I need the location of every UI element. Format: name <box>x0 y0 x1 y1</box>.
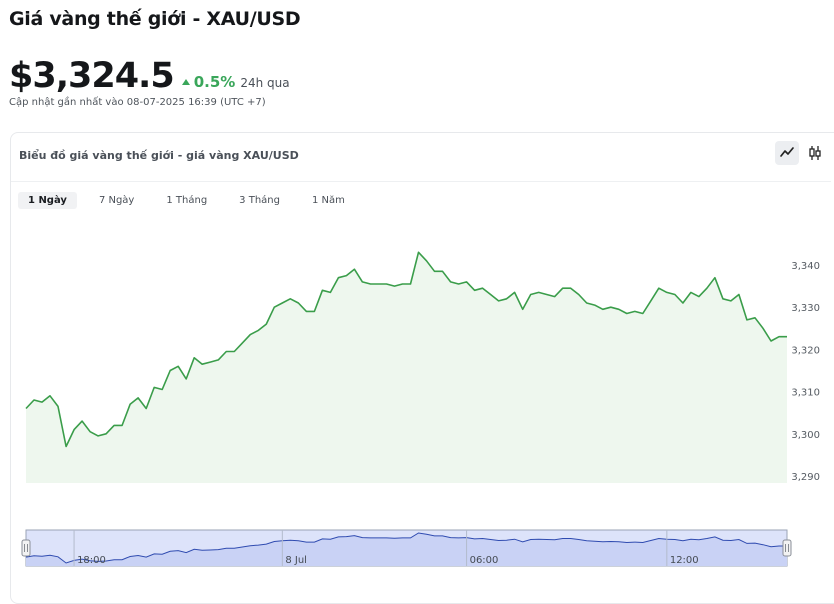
y-tick-label: 3,330 <box>791 303 820 314</box>
range-tabs: 1 Ngày 7 Ngày 1 Tháng 3 Tháng 1 Năm <box>18 192 367 209</box>
navigator-axis: 18:00 8 Jul 06:00 12:00 <box>73 530 699 566</box>
navigator-handle-right[interactable] <box>782 539 792 557</box>
candlestick-button[interactable] <box>803 141 827 165</box>
chart-panel-title: Biểu đồ giá vàng thế giới - giá vàng XAU… <box>19 149 299 162</box>
navigator-handle-left[interactable] <box>21 539 31 557</box>
price-change: 0.5% 24h qua <box>181 73 290 91</box>
tab-7-days[interactable]: 7 Ngày <box>98 195 135 206</box>
tab-1-day[interactable]: 1 Ngày <box>18 192 77 209</box>
y-tick-label: 3,300 <box>791 430 820 441</box>
navigator-line <box>25 532 787 564</box>
y-tick-label: 3,340 <box>791 261 820 272</box>
navigator-tick-label: 06:00 <box>470 555 499 566</box>
y-tick-label: 3,320 <box>791 345 820 356</box>
y-axis: 3,340 3,330 3,320 3,310 3,300 3,290 <box>791 261 820 483</box>
candlestick-icon <box>809 146 821 160</box>
change-period: 24h qua <box>240 76 290 90</box>
price-line <box>25 251 787 448</box>
handle-grip[interactable] <box>782 539 792 557</box>
tab-1-year[interactable]: 1 Năm <box>311 195 345 206</box>
navigator-tick-label: 18:00 <box>77 555 106 566</box>
chart-type-toggle <box>775 141 834 169</box>
price-row: $3,324.5 0.5% 24h qua <box>9 56 290 96</box>
line-chart-icon <box>780 147 794 157</box>
tab-1-month[interactable]: 1 Tháng <box>166 195 208 206</box>
handle-grip[interactable] <box>21 539 31 557</box>
tab-3-months[interactable]: 3 Tháng <box>239 195 280 206</box>
line-chart-button[interactable] <box>775 141 799 165</box>
panel-divider <box>11 181 831 182</box>
up-arrow-icon <box>181 79 190 85</box>
price-area <box>26 252 787 483</box>
last-updated: Cập nhật gần nhất vào 08-07-2025 16:39 (… <box>9 97 266 108</box>
page-title: Giá vàng thế giới - XAU/USD <box>9 8 301 30</box>
navigator-tick-label: 8 Jul <box>285 555 307 566</box>
current-price: $3,324.5 <box>9 56 175 96</box>
change-percent: 0.5% <box>193 73 236 91</box>
navigator-area <box>26 533 787 566</box>
y-tick-label: 3,310 <box>791 388 820 399</box>
navigator-tick-label: 12:00 <box>670 555 699 566</box>
y-tick-label: 3,290 <box>791 472 820 483</box>
price-chart: 3,340 3,330 3,320 3,310 3,300 3,290 18:00 8 Ju… <box>21 251 820 567</box>
